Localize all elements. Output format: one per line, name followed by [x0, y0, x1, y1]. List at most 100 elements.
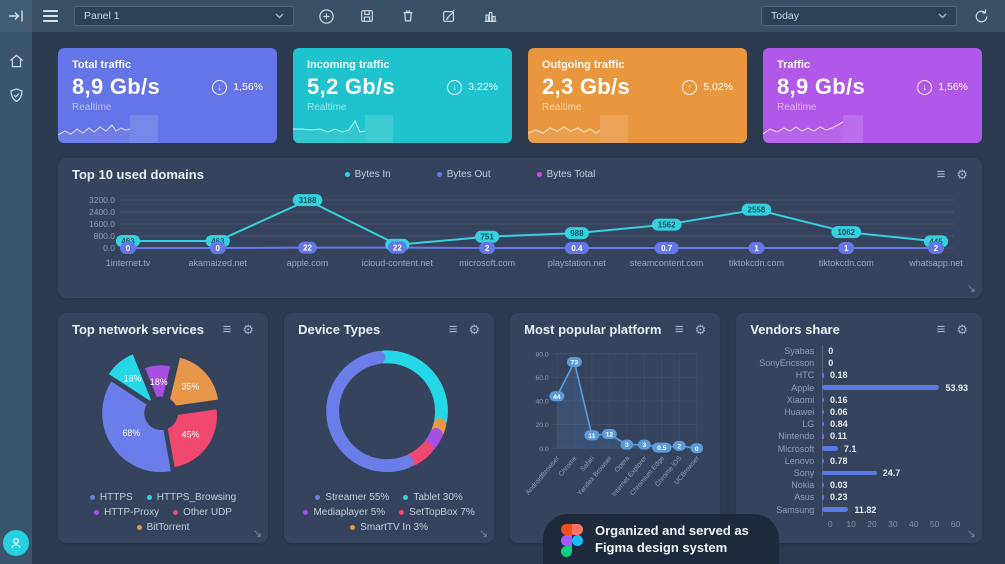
svg-text:0: 0 — [126, 244, 131, 253]
vendor-bar-track: 7.1 — [822, 443, 968, 455]
save-button[interactable] — [353, 2, 381, 30]
panel-menu-icon[interactable]: ≡ — [222, 321, 232, 338]
legend-item-tablet[interactable]: Tablet 30% — [403, 492, 463, 503]
panel-resize-handle[interactable]: ↘ — [478, 528, 489, 540]
stat-card-value: 2,3 Gb/s — [542, 74, 630, 99]
menu-button[interactable] — [36, 2, 64, 30]
sidebar-item-home[interactable] — [0, 46, 32, 76]
legend-item-bytes-out[interactable]: Bytes Out — [436, 169, 491, 180]
stat-cards-row: Total traffic 8,9 Gb/s ↓ 1,56% Realtime … — [58, 48, 982, 143]
chart-view-button[interactable] — [476, 2, 504, 30]
sidebar-collapse-button[interactable] — [0, 0, 32, 32]
stat-card-value: 5,2 Gb/s — [307, 74, 395, 99]
svg-text:44: 44 — [553, 394, 561, 401]
trend-arrow-icon: ↑ — [682, 79, 698, 95]
vendor-value: 0.78 — [829, 455, 848, 466]
legend-item-http-proxy[interactable]: HTTP-Proxy — [94, 507, 159, 518]
user-avatar[interactable] — [3, 530, 29, 556]
panel-settings-gear-icon[interactable]: ⚙ — [956, 322, 969, 337]
toolbar-actions — [312, 2, 504, 30]
legend-dot — [403, 495, 409, 501]
sidebar-item-security[interactable] — [0, 80, 32, 110]
svg-text:1562: 1562 — [658, 221, 676, 230]
vendor-row-lenovo: Lenovo 0.78 — [752, 455, 968, 467]
devices-legend: Streamer 55% Tablet 30% Mediaplayer 5% SetT… — [284, 490, 494, 533]
panel-resize-handle[interactable]: ↘ — [966, 528, 977, 540]
svg-text:1: 1 — [844, 244, 849, 253]
legend-item-smarttv-in[interactable]: SmartTV In 3% — [350, 522, 428, 533]
svg-text:18%: 18% — [124, 373, 142, 383]
legend-item-other-udp[interactable]: Other UDP — [173, 507, 232, 518]
vendor-value: 0.03 — [829, 480, 848, 491]
svg-text:68%: 68% — [122, 428, 140, 438]
vendor-value: 0 — [828, 346, 834, 357]
svg-text:2558: 2558 — [748, 206, 766, 215]
stat-card-value: 8,9 Gb/s — [777, 74, 865, 99]
svg-text:12: 12 — [606, 432, 614, 439]
legend-item-bittorrent[interactable]: BitTorrent — [136, 522, 189, 533]
panel-menu-icon[interactable]: ≡ — [674, 321, 684, 338]
panel-settings-gear-icon[interactable]: ⚙ — [956, 167, 968, 182]
legend-dot — [536, 172, 542, 177]
services-pie-chart: 18% 18% 35% 45% 68% — [101, 353, 220, 474]
vendors-axis-tick: 60 — [950, 518, 961, 529]
vendor-row-syabas: Syabas 0 — [752, 345, 968, 357]
add-panel-button[interactable] — [312, 2, 340, 30]
legend-item-bytes-in[interactable]: Bytes In — [344, 169, 391, 180]
vendor-row-huawei: Huawei 0.06 — [752, 406, 968, 418]
stat-card-incoming-traffic: Incoming traffic 5,2 Gb/s ↓ 3,22% Realti… — [293, 48, 512, 143]
panel-menu-icon[interactable]: ≡ — [936, 166, 946, 183]
stat-card-value: 8,9 Gb/s — [72, 74, 160, 99]
panel-menu-icon[interactable]: ≡ — [448, 321, 458, 338]
legend-item-https-browsing[interactable]: HTTPS_Browsing — [146, 492, 236, 503]
legend-label: HTTPS — [99, 492, 133, 504]
legend-item-bytes-total[interactable]: Bytes Total — [536, 169, 595, 180]
shield-check-icon — [9, 87, 23, 102]
stat-card-traffic: Traffic 8,9 Gb/s ↓ 1,56% Realtime — [763, 48, 982, 143]
stat-card-delta-badge: ↓ 1,56% — [212, 79, 263, 95]
svg-text:akamaized.net: akamaized.net — [189, 258, 248, 268]
panel-title: Vendors share — [750, 322, 840, 337]
panel-resize-handle[interactable]: ↘ — [252, 528, 263, 540]
stat-card-subtitle: Realtime — [542, 102, 582, 113]
legend-item-https[interactable]: HTTPS — [89, 492, 133, 504]
stat-card-title: Traffic — [777, 59, 811, 71]
legend-item-streamer[interactable]: Streamer 55% — [315, 492, 389, 503]
edit-button[interactable] — [435, 2, 463, 30]
vendor-bar-track: 0.78 — [822, 455, 968, 467]
svg-text:2: 2 — [934, 244, 939, 253]
legend-label: Bytes Out — [446, 169, 491, 180]
svg-text:0.7: 0.7 — [661, 244, 673, 253]
date-range-select[interactable]: Today — [761, 6, 957, 26]
panel-title: Most popular platform — [524, 322, 662, 337]
vendor-label: Apple — [791, 382, 815, 393]
panel-settings-gear-icon[interactable]: ⚙ — [468, 322, 481, 337]
legend-item-settopbox[interactable]: SetTopBox 7% — [399, 507, 475, 518]
legend-dot — [315, 495, 321, 501]
vendor-label: Nintendo — [778, 431, 815, 442]
panel-settings-gear-icon[interactable]: ⚙ — [694, 322, 707, 337]
panel-menu-icon[interactable]: ≡ — [936, 321, 946, 338]
vendors-axis-tick: 20 — [867, 518, 877, 529]
hamburger-icon — [42, 10, 58, 22]
panel-resize-handle[interactable]: ↘ — [966, 283, 976, 295]
svg-text:3200.0: 3200.0 — [89, 195, 115, 205]
vendor-bar — [822, 397, 824, 403]
figma-logo-icon — [561, 523, 583, 557]
svg-text:22: 22 — [393, 244, 402, 253]
delete-button[interactable] — [394, 2, 422, 30]
panel-top-domains: Top 10 used domains Bytes In Bytes Out Byt… — [58, 158, 982, 298]
stat-card-outgoing-traffic: Outgoing traffic 2,3 Gb/s ↑ 5,02% Realti… — [528, 48, 747, 143]
panel-select[interactable]: Panel 1 — [74, 6, 294, 26]
panel-title: Top network services — [72, 322, 204, 337]
legend-item-mediaplayer[interactable]: Mediaplayer 5% — [303, 507, 385, 518]
svg-text:2: 2 — [485, 244, 490, 253]
vendor-row-nintendo: Nintendo 0.11 — [752, 430, 968, 442]
panel-settings-gear-icon[interactable]: ⚙ — [242, 322, 255, 337]
svg-text:3: 3 — [625, 442, 629, 449]
vendor-value: 24.7 — [882, 467, 901, 478]
vendor-label: Sony — [793, 467, 815, 478]
vendor-bar — [822, 434, 824, 439]
stat-card-title: Outgoing traffic — [542, 59, 625, 71]
refresh-button[interactable] — [967, 2, 995, 30]
